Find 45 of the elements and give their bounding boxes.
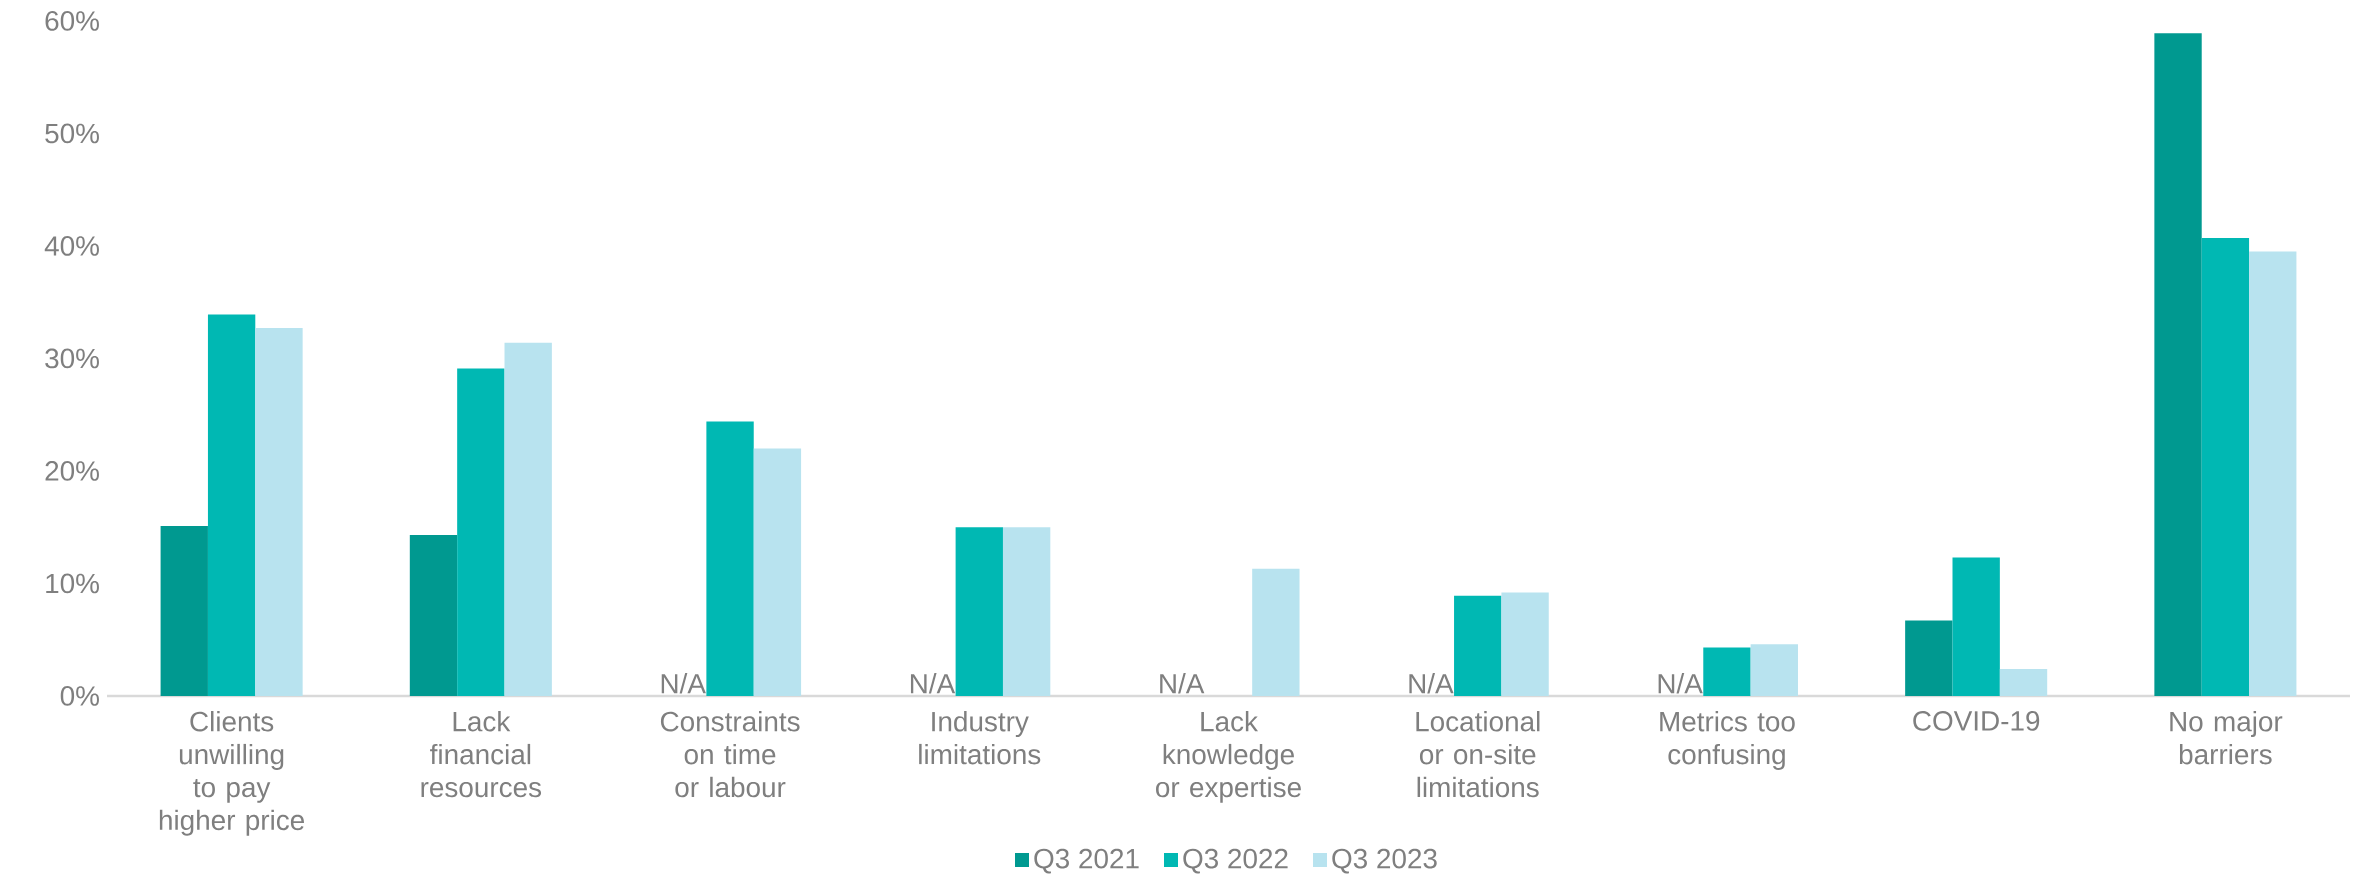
bar [955, 527, 1003, 696]
x-tick-label: Industry limitations [919, 711, 1041, 765]
y-tick-label: 10% [46, 573, 99, 594]
bar [504, 342, 552, 696]
bar [2154, 33, 2202, 696]
bar [2249, 251, 2297, 696]
bar [1252, 568, 1300, 696]
bar [1999, 668, 2048, 696]
legend-label: Q3 2023 [1332, 848, 1437, 874]
legend-label: Q3 2022 [1183, 848, 1288, 874]
annotation: N/A [661, 673, 706, 694]
bar [706, 421, 754, 696]
bar [1750, 644, 1798, 696]
legend-label: Q3 2021 [1034, 848, 1139, 874]
bar [255, 328, 303, 696]
y-tick-label: 60% [45, 11, 99, 31]
bar [1002, 527, 1051, 696]
x-tick-label: Constraints on time or labour [660, 711, 800, 798]
bar [1952, 557, 2000, 696]
annotation: N/A [1658, 673, 1703, 694]
x-tick-label: COVID-19 [1913, 711, 2040, 731]
bar [1703, 647, 1751, 696]
x-tick-label: Clients unwilling to pay higher price [159, 711, 304, 836]
bar [753, 448, 802, 696]
x-tick-label: Lack financial resources [421, 711, 542, 798]
x-tick-label: Lack knowledge or expertise [1156, 711, 1301, 803]
y-tick-label: 40% [44, 236, 99, 256]
y-tick-label: 50% [45, 123, 99, 144]
y-tick-label: 0% [60, 686, 99, 706]
bar [207, 314, 256, 696]
bar [1501, 592, 1549, 696]
x-tick-label: No major barriers [2170, 711, 2283, 765]
annotation: N/A [1160, 673, 1205, 694]
annotation: N/A [910, 673, 956, 694]
bar [2201, 238, 2250, 696]
y-tick-label: 30% [45, 348, 99, 369]
bar [160, 526, 208, 696]
bar [1905, 620, 1953, 696]
bar [457, 368, 505, 696]
bar [409, 535, 458, 696]
bar [1454, 595, 1502, 696]
x-tick-label: Locational or on-site limitations [1416, 711, 1540, 798]
y-tick-label: 20% [45, 461, 99, 481]
x-tick-label: Metrics too confusing [1660, 711, 1795, 770]
annotation: N/A [1409, 673, 1454, 694]
